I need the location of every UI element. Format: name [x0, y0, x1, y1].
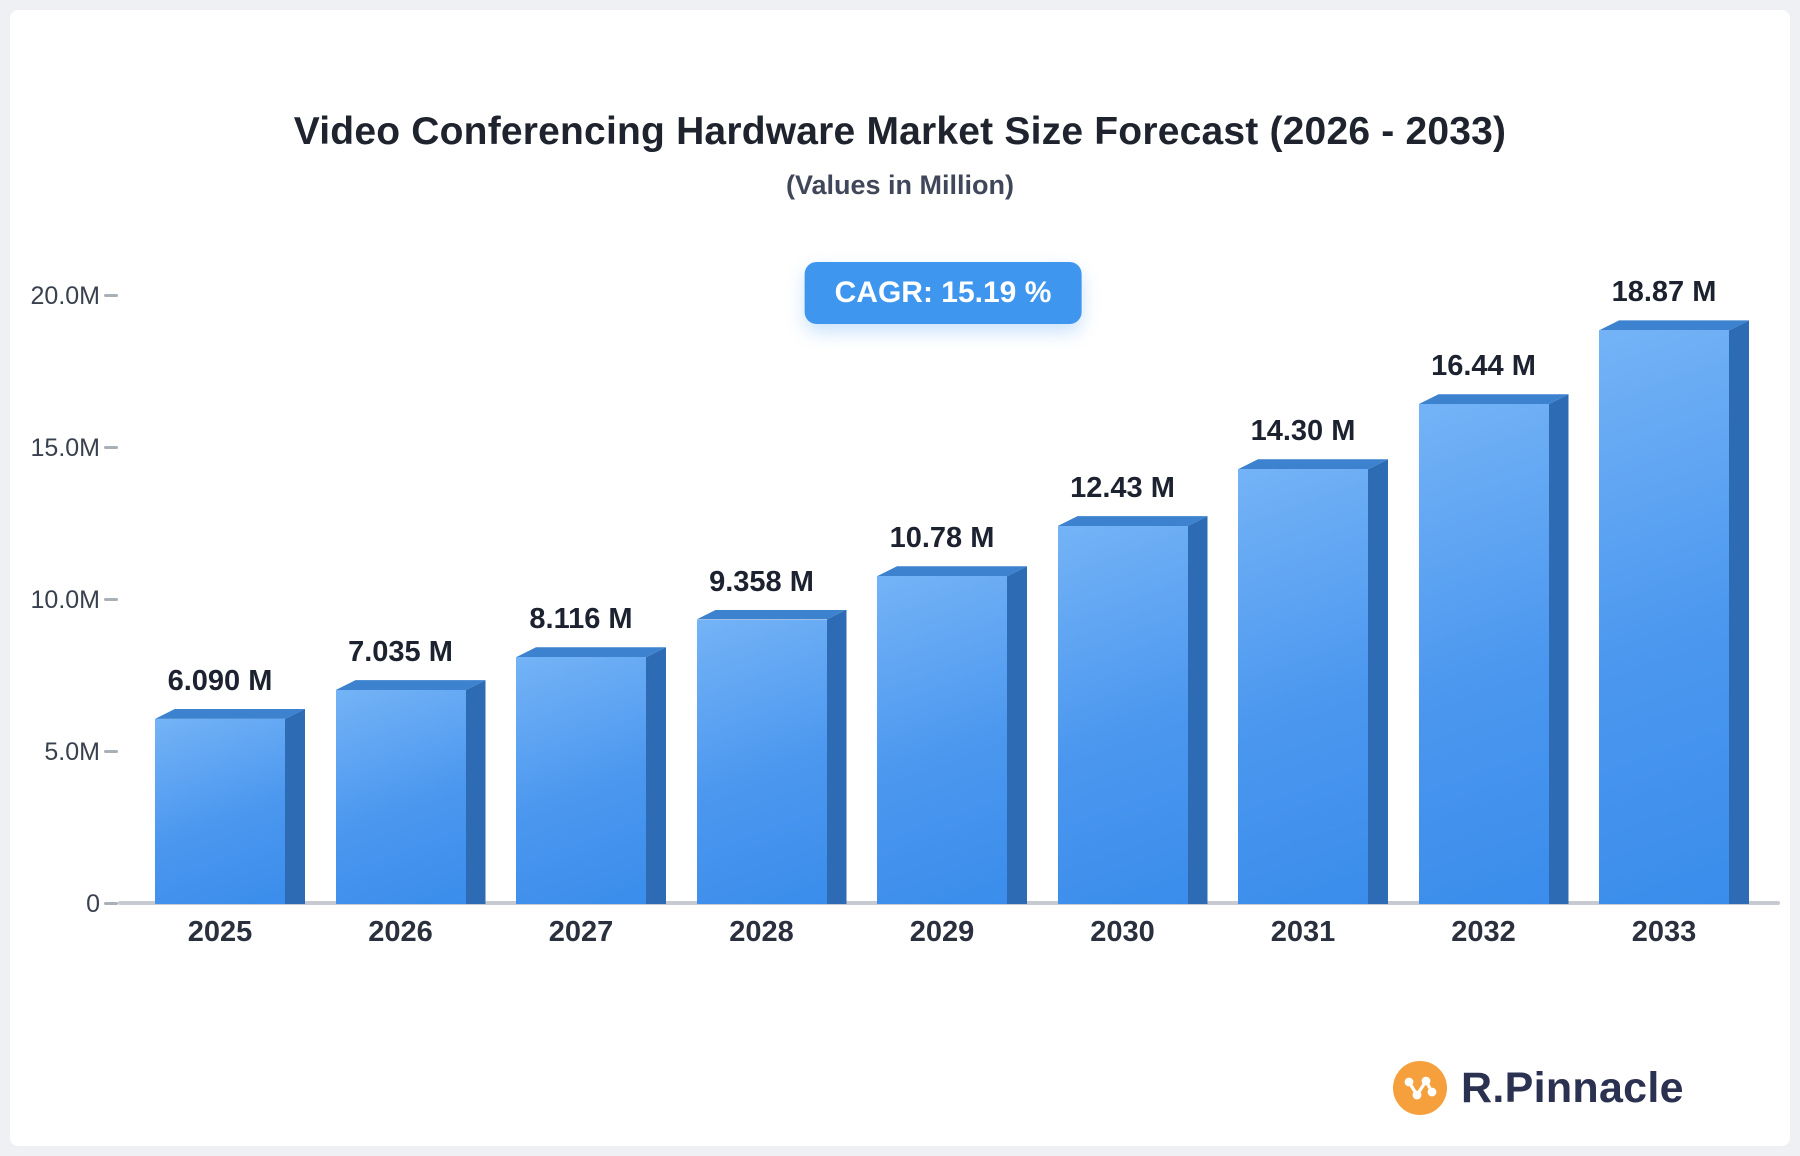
bar-2025 [155, 708, 305, 904]
y-tick-mark [104, 902, 118, 905]
bar-top-face [877, 566, 1027, 577]
y-tick-mark [104, 750, 118, 753]
bar-front-face [696, 619, 827, 904]
y-tick-label-20.0M: 20.0M [30, 282, 100, 310]
bar-2027 [516, 647, 666, 904]
y-tick-label-10.0M: 10.0M [30, 586, 100, 614]
bar-2032 [1418, 394, 1569, 904]
y-tick-mark [104, 446, 118, 449]
bar-front-face [335, 690, 466, 904]
y-tick-label-0: 0 [86, 890, 100, 918]
bar-2028 [696, 609, 847, 904]
bar-top-face [1599, 320, 1749, 331]
bar-top-face [1057, 516, 1208, 527]
bar-front-face [516, 657, 646, 904]
bar-value-label-2029: 10.78 M [889, 522, 995, 555]
bar-front-face [155, 718, 285, 904]
y-tick-label-15.0M: 15.0M [30, 434, 100, 462]
bar-2030 [1057, 516, 1208, 904]
bar-side-face [1548, 394, 1569, 904]
bar-value-label-2031: 14.30 M [1250, 415, 1356, 448]
bar-front-face [1057, 526, 1188, 904]
bar-value-label-2030: 12.43 M [1070, 472, 1175, 505]
bar-top-face [155, 708, 305, 719]
bar-side-face [1007, 566, 1027, 904]
bar-value-label-2028: 9.358 M [709, 565, 814, 598]
bar-side-face [465, 680, 486, 904]
chart-subtitle: (Values in Million) [785, 170, 1015, 200]
y-tick-label-5.0M: 5.0M [44, 738, 100, 766]
x-axis-label-2030: 2030 [1090, 916, 1155, 948]
bar-2031 [1238, 459, 1388, 904]
bar-side-face [285, 708, 305, 904]
bar-front-face [1599, 330, 1729, 904]
bar-value-label-2032: 16.44 M [1431, 350, 1536, 383]
brand-logo: R.Pinnacle [1392, 1060, 1684, 1116]
bar-side-face [1729, 320, 1749, 904]
plot-area: 6.090 M 7.035 M 8.116 M 9.358 M 10.78 M 12.43… [125, 276, 1778, 904]
bar-front-face [1418, 404, 1549, 904]
network-nodes-icon [1392, 1060, 1448, 1116]
bar-side-face [646, 647, 666, 904]
y-tick-mark [104, 598, 118, 601]
x-axis-label-2027: 2027 [548, 916, 614, 948]
bar-top-face [335, 680, 486, 691]
x-axis-label-2033: 2033 [1631, 916, 1697, 948]
bar-front-face [877, 576, 1007, 904]
bar-top-face [1418, 394, 1569, 405]
bar-value-label-2033: 18.87 M [1611, 276, 1717, 309]
cagr-badge: CAGR: 15.19 % [804, 262, 1082, 324]
bar-2029 [877, 566, 1027, 904]
bar-value-label-2025: 6.090 M [167, 664, 273, 697]
bar-front-face [1238, 469, 1368, 904]
x-axis-label-2029: 2029 [909, 916, 975, 948]
bar-value-label-2026: 7.035 M [348, 636, 453, 669]
bar-side-face [1368, 459, 1388, 904]
brand-logo-text: R.Pinnacle [1461, 1063, 1684, 1112]
bar-top-face [516, 647, 666, 658]
x-axis-label-2031: 2031 [1270, 916, 1336, 948]
bar-value-label-2027: 8.116 M [529, 603, 633, 636]
bar-2033 [1599, 320, 1749, 904]
bar-side-face [826, 609, 847, 904]
chart-title: Video Conferencing Hardware Market Size … [293, 110, 1507, 153]
bar-side-face [1187, 516, 1208, 904]
x-axis-label-2028: 2028 [729, 916, 794, 948]
y-tick-mark [104, 294, 118, 297]
bar-top-face [1238, 459, 1388, 470]
bar-top-face [696, 609, 847, 620]
x-axis-label-2025: 2025 [187, 916, 253, 948]
bar-2026 [335, 680, 486, 904]
x-axis-label-2032: 2032 [1451, 916, 1516, 948]
x-axis-label-2026: 2026 [368, 916, 433, 948]
